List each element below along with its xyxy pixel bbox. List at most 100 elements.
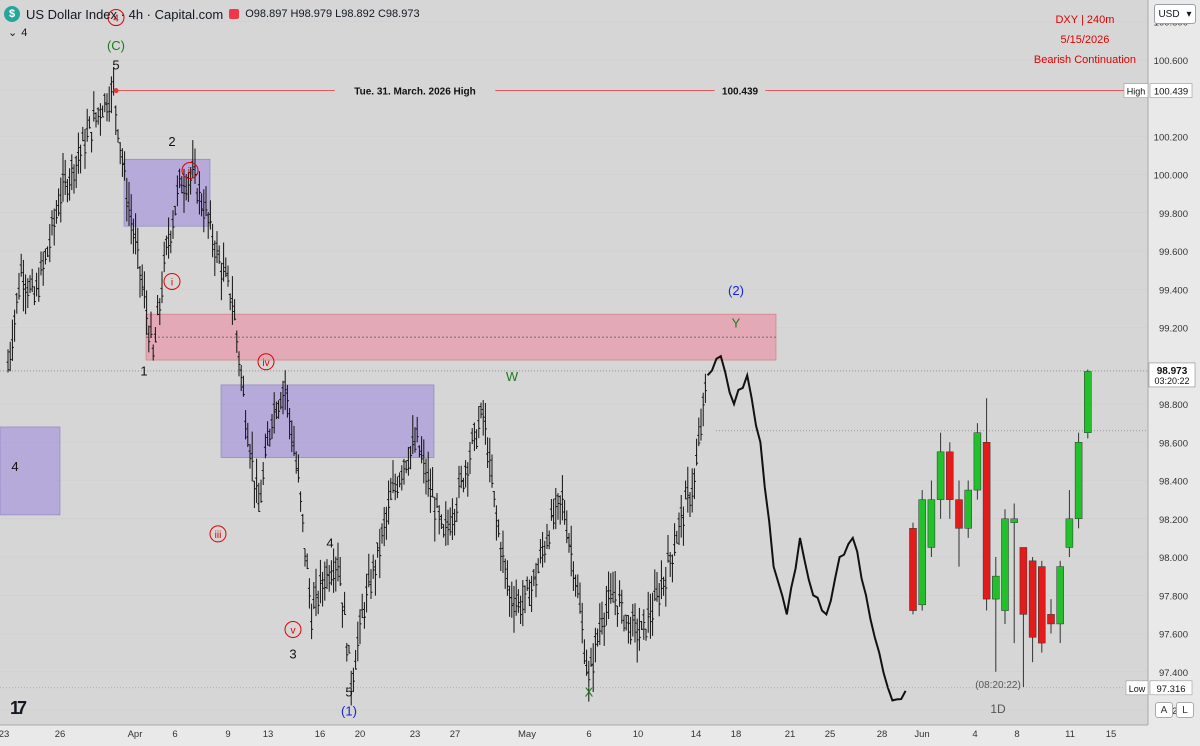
price-tick-label: 99.800 (1159, 209, 1188, 220)
wave-label: i (171, 277, 173, 288)
wave-label-circle (257, 353, 275, 371)
time-tick-label: 23 (0, 729, 9, 740)
high-marker (113, 88, 119, 94)
price-tick-label: 98.800 (1159, 400, 1188, 411)
time-tick-label: 14 (691, 729, 702, 740)
wave-label-circle (107, 9, 125, 27)
daily-candle-body (982, 442, 991, 600)
price-tick-label: 98.600 (1159, 438, 1188, 449)
price-tick-label: 99.400 (1159, 285, 1188, 296)
currency-selector[interactable]: USD ▾ (1154, 4, 1196, 24)
daily-candle-body (918, 499, 926, 606)
daily-candle-body (936, 451, 945, 500)
price-tick-label: 97.400 (1159, 668, 1188, 679)
time-tick-label: 13 (263, 729, 274, 740)
time-tick-label: 6 (172, 729, 177, 740)
chart-title[interactable]: US Dollar Index · 4h · Capital.com (26, 6, 224, 22)
wave-label: 2 (168, 134, 175, 149)
time-tick-label: 18 (731, 729, 742, 740)
high-price-tag (1149, 83, 1193, 98)
wave-label-circle (209, 525, 227, 543)
daily-candle-body (927, 499, 936, 548)
wave-label: 1 (140, 363, 147, 378)
wave-label: 5 (112, 57, 119, 72)
current-price-tag (1148, 362, 1196, 388)
stamp-line-2: 5/15/2026 (1060, 34, 1110, 46)
time-tick-label: May (518, 729, 536, 740)
daily-candle-body (909, 528, 917, 611)
daily-candle-body (955, 499, 963, 529)
daily-candle-body (1001, 518, 1009, 611)
time-tick-label: 28 (877, 729, 888, 740)
daily-candle-body (946, 451, 954, 500)
daily-candle-body (1047, 614, 1055, 625)
daily-candle-body (1019, 547, 1028, 615)
daily-candle-body (964, 489, 972, 529)
log-scale-button[interactable]: L (1176, 702, 1194, 718)
time-tick-label: Jun (914, 729, 929, 740)
signature-stamp: DXY | 240m 5/15/2026 Bearish Continuatio… (1034, 10, 1136, 70)
daily-candle-body (1028, 560, 1037, 638)
auto-scale-button[interactable]: A (1155, 702, 1173, 718)
high-annotation: Tue. 31. March. 2026 High (354, 87, 476, 98)
time-tick-label: Apr (128, 729, 143, 740)
low-price-tag (1149, 680, 1193, 696)
symbol-logo-icon: $ (4, 6, 20, 22)
price-tick-label: 100.600 (1154, 56, 1188, 67)
time-tick-label: 9 (225, 729, 230, 740)
price-tick-label: 98.400 (1159, 477, 1188, 488)
price-tick-label: 99.200 (1159, 324, 1188, 335)
wave-label: 5 (345, 685, 352, 700)
order-block-zone (123, 158, 211, 227)
time-axis[interactable] (0, 725, 1200, 746)
wave-label-circle (181, 162, 199, 180)
stamp-line-1: DXY | 240m (1055, 14, 1115, 26)
label-background (714, 83, 766, 98)
wave-label: iv (262, 358, 269, 369)
time-tick-label: 16 (315, 729, 326, 740)
tradingview-logo-icon: 17 (10, 698, 27, 718)
wave-label: X (585, 685, 594, 700)
time-tick-label: 4 (972, 729, 977, 740)
wave-label: 4 (326, 535, 333, 550)
wave-label: (2) (728, 283, 744, 298)
time-tick-label: 8 (1014, 729, 1019, 740)
time-tick-label: 15 (1106, 729, 1117, 740)
indicator-count: 4 (21, 26, 28, 39)
daily-panel-label: 1D (990, 702, 1006, 716)
time-tick-label: 27 (450, 729, 461, 740)
wave-label: Y (732, 316, 741, 331)
wave-label: (1) (341, 704, 357, 719)
low-tag-box (1125, 680, 1149, 696)
price-tick-label: 98.000 (1159, 553, 1188, 564)
time-tick-label: 23 (410, 729, 421, 740)
wave-label-circle (284, 621, 302, 639)
wave-label: 4 (11, 459, 18, 474)
time-tick-label: 11 (1065, 729, 1075, 740)
price-tick-label: 100.200 (1154, 132, 1188, 143)
wave-label: (C) (107, 38, 125, 53)
daily-candle-body (1084, 371, 1092, 433)
daily-candle-body (992, 575, 1000, 600)
bar-countdown: 03:20:22 (1154, 376, 1189, 386)
price-tick-label: 97.600 (1159, 630, 1188, 641)
projection-line (706, 354, 907, 702)
daily-candle-body (1010, 518, 1018, 523)
market-status-icon (229, 9, 240, 19)
wave-label: iii (215, 530, 222, 541)
time-tick-label: 10 (633, 729, 644, 740)
order-block-zone (145, 313, 777, 361)
wave-label: 3 (289, 646, 296, 661)
wave-label: ii (188, 167, 192, 178)
scale-buttons: A L (1155, 702, 1194, 718)
wave-label-circle (163, 272, 181, 290)
price-tick-label: 97.800 (1159, 591, 1188, 602)
time-tick-label: 21 (785, 729, 796, 740)
daily-candle-body (1065, 518, 1074, 548)
high-annotation-value: 100.439 (722, 87, 759, 98)
stamp-line-3: Bearish Continuation (1033, 54, 1136, 66)
currency-label: USD (1158, 8, 1180, 20)
indicator-toggle[interactable]: ⌄ 4 (8, 26, 28, 40)
time-tick-label: 25 (825, 729, 836, 740)
